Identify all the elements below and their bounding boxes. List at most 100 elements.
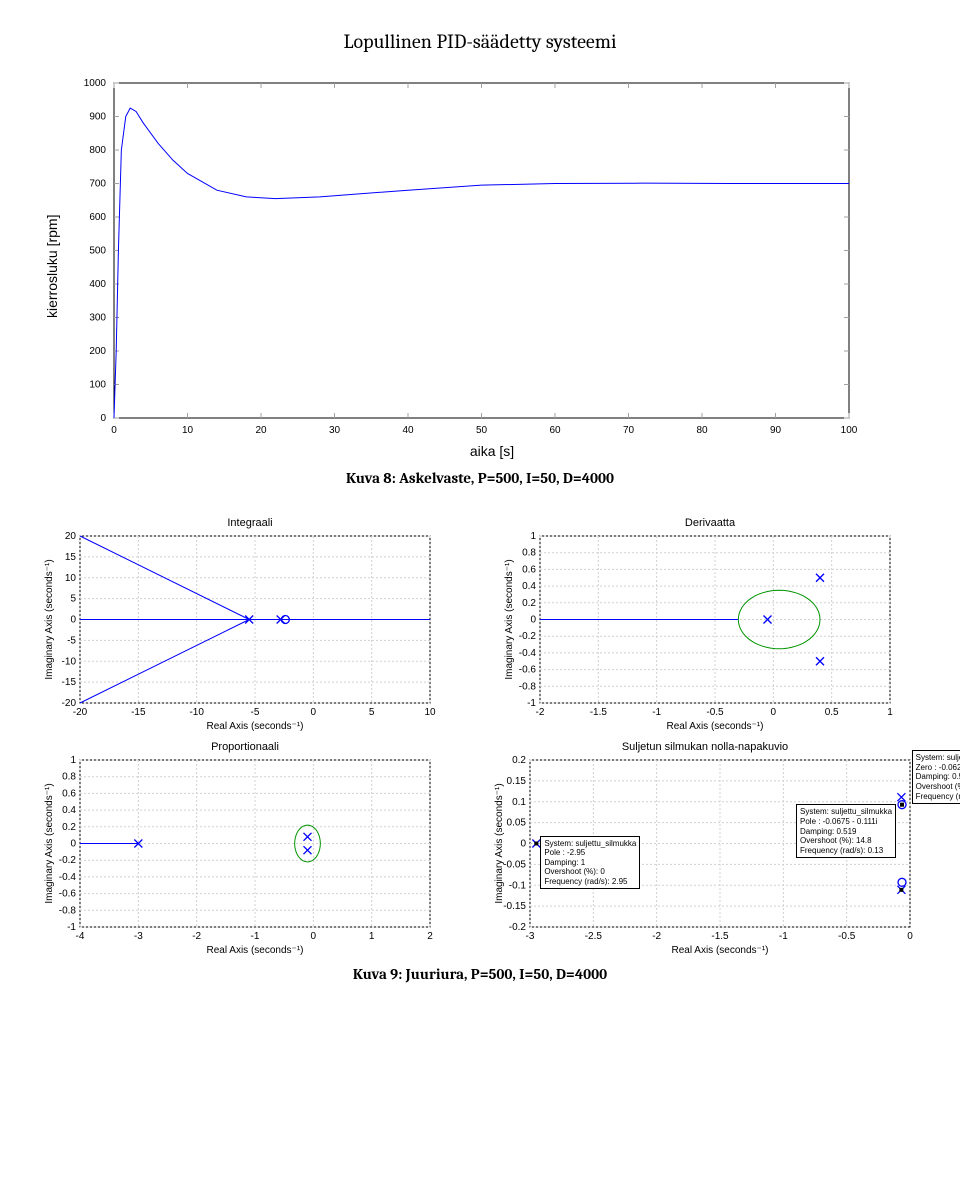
svg-text:0: 0	[311, 707, 317, 718]
svg-text:-0.4: -0.4	[59, 872, 77, 883]
svg-text:0.1: 0.1	[512, 797, 526, 808]
svg-text:400: 400	[89, 279, 106, 290]
suljettu-title: Suljetun silmukan nolla-napakuvio	[490, 741, 920, 753]
svg-text:Real Axis (seconds⁻¹): Real Axis (seconds⁻¹)	[207, 721, 304, 731]
svg-text:0.2: 0.2	[522, 598, 536, 609]
svg-text:0.4: 0.4	[62, 805, 76, 816]
svg-text:-15: -15	[131, 707, 146, 718]
svg-text:-2: -2	[652, 931, 661, 942]
svg-text:1000: 1000	[84, 78, 107, 89]
datatip-zero-line-2: Damping: 0.559	[916, 772, 960, 782]
svg-text:0.8: 0.8	[522, 548, 536, 559]
svg-text:-0.05: -0.05	[503, 859, 526, 870]
datatip-pole-1-line-2: Damping: 1	[544, 858, 636, 868]
svg-text:1: 1	[530, 531, 536, 542]
svg-text:10: 10	[65, 573, 77, 584]
datatip-pole-1-line-3: Overshoot (%): 0	[544, 867, 636, 877]
svg-text:-2: -2	[536, 707, 545, 718]
svg-text:100: 100	[841, 425, 858, 436]
datatip-pole-2-line-4: Frequency (rad/s): 0.13	[800, 846, 892, 856]
svg-text:300: 300	[89, 313, 106, 324]
svg-text:-1: -1	[652, 707, 661, 718]
svg-text:500: 500	[89, 246, 106, 257]
step-ylabel: kierrosluku [rpm]	[40, 73, 64, 459]
svg-text:-5: -5	[251, 707, 260, 718]
svg-text:0.6: 0.6	[62, 788, 76, 799]
svg-text:-20: -20	[62, 698, 77, 709]
svg-text:900: 900	[89, 112, 106, 123]
svg-text:10: 10	[182, 425, 194, 436]
svg-text:-0.2: -0.2	[59, 855, 77, 866]
svg-text:-2.5: -2.5	[585, 931, 603, 942]
svg-text:1: 1	[887, 707, 893, 718]
svg-text:0.2: 0.2	[512, 755, 526, 766]
svg-text:0: 0	[111, 425, 117, 436]
step-chart: kierrosluku [rpm] 0102030405060708090100…	[40, 73, 920, 459]
svg-text:Imaginary Axis (seconds⁻¹): Imaginary Axis (seconds⁻¹)	[44, 559, 55, 679]
svg-text:-15: -15	[62, 677, 77, 688]
svg-text:0.05: 0.05	[507, 818, 527, 829]
svg-text:20: 20	[255, 425, 267, 436]
svg-text:0: 0	[530, 615, 536, 626]
svg-text:-1: -1	[67, 922, 76, 933]
svg-text:0: 0	[100, 413, 106, 424]
svg-text:60: 60	[549, 425, 561, 436]
datatip-zero-line-0: System: suljettu_silmukk	[916, 753, 960, 763]
caption-root: Kuva 9: Juuriura, P=500, I=50, D=4000	[40, 965, 920, 983]
svg-text:30: 30	[329, 425, 341, 436]
svg-text:0: 0	[520, 839, 526, 850]
datatip-zero-line-4: Frequency (rad/s): 0.11	[916, 792, 960, 802]
chart-suljettu: Suljetun silmukan nolla-napakuvio -3 -2.5…	[490, 741, 920, 955]
row-integ-deriv: Integraali -20-15-10-50510-20-15-10-5051…	[40, 517, 920, 731]
svg-text:-0.2: -0.2	[509, 922, 527, 933]
svg-text:Real Axis (seconds⁻¹): Real Axis (seconds⁻¹)	[672, 945, 769, 955]
svg-text:0.15: 0.15	[507, 776, 527, 787]
svg-text:-0.4: -0.4	[519, 648, 537, 659]
datatip-pole-2-line-1: Pole : -0.0675 - 0.111i	[800, 817, 892, 827]
prop-title: Proportionaali	[40, 741, 450, 753]
svg-text:-10: -10	[62, 656, 77, 667]
svg-text:-1.5: -1.5	[711, 931, 729, 942]
svg-text:700: 700	[89, 179, 106, 190]
svg-text:0: 0	[311, 931, 317, 942]
caption-step: Kuva 8: Askelvaste, P=500, I=50, D=4000	[40, 469, 920, 487]
svg-text:-1: -1	[251, 931, 260, 942]
svg-text:1: 1	[70, 755, 76, 766]
prop-plot: -4-3-2-1012-1-0.8-0.6-0.4-0.200.20.40.60…	[40, 755, 440, 955]
svg-text:Imaginary Axis (seconds⁻¹): Imaginary Axis (seconds⁻¹)	[494, 783, 505, 903]
svg-text:-1.5: -1.5	[590, 707, 608, 718]
svg-text:5: 5	[70, 594, 76, 605]
svg-text:1: 1	[369, 931, 375, 942]
svg-text:-0.6: -0.6	[59, 889, 77, 900]
deriv-plot: -2-1.5-1-0.500.51-1-0.8-0.6-0.4-0.200.20…	[500, 531, 900, 731]
svg-text:0.4: 0.4	[522, 581, 536, 592]
svg-text:0.6: 0.6	[522, 564, 536, 575]
svg-text:40: 40	[402, 425, 414, 436]
svg-text:15: 15	[65, 552, 77, 563]
svg-text:50: 50	[476, 425, 488, 436]
svg-text:2: 2	[427, 931, 433, 942]
datatip-zero-line-1: Zero : -0.0625 + 0.0927	[916, 763, 960, 773]
svg-text:0.5: 0.5	[825, 707, 839, 718]
svg-text:-5: -5	[67, 635, 76, 646]
integ-plot: -20-15-10-50510-20-15-10-505101520Real A…	[40, 531, 440, 731]
svg-text:Real Axis (seconds⁻¹): Real Axis (seconds⁻¹)	[667, 721, 764, 731]
svg-text:-4: -4	[76, 931, 85, 942]
svg-text:-0.8: -0.8	[59, 905, 77, 916]
svg-text:0.8: 0.8	[62, 772, 76, 783]
datatip-pole-2: System: suljettu_silmukkaPole : -0.0675 …	[796, 804, 896, 858]
svg-text:-0.5: -0.5	[706, 707, 724, 718]
svg-text:-2: -2	[192, 931, 201, 942]
svg-text:-3: -3	[526, 931, 535, 942]
svg-text:100: 100	[89, 380, 106, 391]
datatip-zero: System: suljettu_silmukkZero : -0.0625 +…	[912, 750, 960, 804]
step-xlabel: aika [s]	[64, 443, 920, 459]
svg-text:0: 0	[70, 839, 76, 850]
chart-deriv: Derivaatta -2-1.5-1-0.500.51-1-0.8-0.6-0…	[500, 517, 920, 731]
datatip-pole-2-line-2: Damping: 0.519	[800, 827, 892, 837]
svg-text:200: 200	[89, 346, 106, 357]
svg-text:-0.8: -0.8	[519, 681, 537, 692]
svg-text:20: 20	[65, 531, 77, 542]
datatip-pole-1-line-0: System: suljettu_silmukka	[544, 839, 636, 849]
svg-text:-0.15: -0.15	[503, 901, 526, 912]
